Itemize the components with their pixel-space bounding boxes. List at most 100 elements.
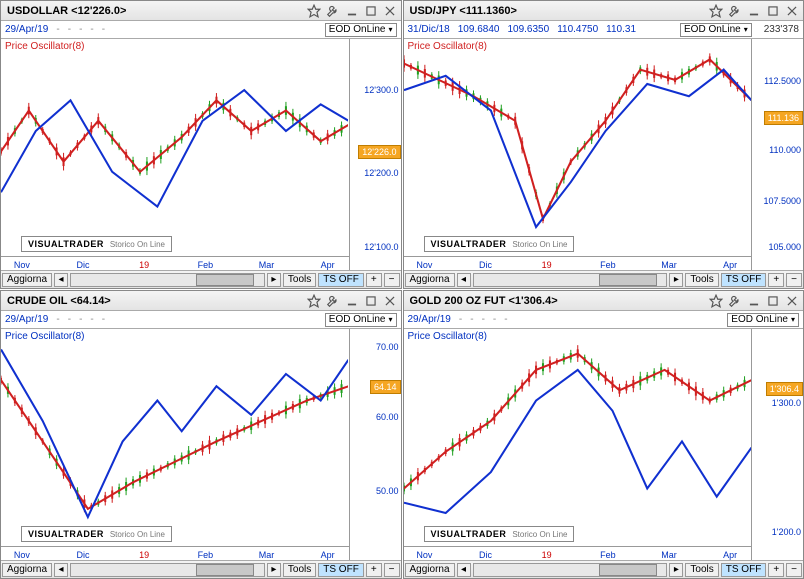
wrench-icon[interactable] <box>726 292 744 310</box>
scrollbar-track[interactable] <box>70 563 265 577</box>
maximize-icon[interactable] <box>362 2 380 20</box>
data-source-select[interactable]: EOD OnLine <box>325 23 397 37</box>
minimize-icon[interactable] <box>745 292 763 310</box>
scroll-right-button[interactable]: ▸ <box>267 273 281 287</box>
ts-toggle[interactable]: TS OFF <box>318 563 364 577</box>
data-source-select[interactable]: EOD OnLine <box>727 313 799 327</box>
minimize-icon[interactable] <box>745 2 763 20</box>
tools-button[interactable]: Tools <box>283 273 316 287</box>
titlebar: USD/JPY <111.1360> <box>404 1 804 21</box>
y-tick: 1'200.0 <box>772 527 801 537</box>
scroll-right-button[interactable]: ▸ <box>669 563 683 577</box>
chart-area[interactable]: Price Oscillator(8) 112.5000110.000107.5… <box>404 39 804 270</box>
watermark: VISUALTRADER Storico On Line <box>21 526 172 542</box>
maximize-icon[interactable] <box>764 292 782 310</box>
refresh-button[interactable]: Aggiorna <box>2 563 52 577</box>
y-tick: 107.5000 <box>763 196 801 206</box>
zoom-in-button[interactable]: + <box>366 563 382 577</box>
x-tick: Mar <box>259 260 275 270</box>
refresh-button[interactable]: Aggiorna <box>2 273 52 287</box>
tools-button[interactable]: Tools <box>685 563 718 577</box>
minimize-icon[interactable] <box>343 2 361 20</box>
refresh-button[interactable]: Aggiorna <box>405 563 455 577</box>
scrollbar-thumb[interactable] <box>599 564 657 576</box>
refresh-button[interactable]: Aggiorna <box>405 273 455 287</box>
info-value: - <box>470 314 473 325</box>
scrollbar-thumb[interactable] <box>599 274 657 286</box>
maximize-icon[interactable] <box>362 292 380 310</box>
x-tick: Feb <box>600 260 616 270</box>
watermark-note: Storico On Line <box>512 240 567 249</box>
wrench-icon[interactable] <box>324 292 342 310</box>
star-icon[interactable] <box>707 292 725 310</box>
y-tick: 110.000 <box>769 145 801 155</box>
scrollbar-track[interactable] <box>473 563 668 577</box>
zoom-out-button[interactable]: − <box>786 273 802 287</box>
y-tick: 1'300.0 <box>772 398 801 408</box>
zoom-out-button[interactable]: − <box>384 563 400 577</box>
close-icon[interactable] <box>381 2 399 20</box>
close-icon[interactable] <box>381 292 399 310</box>
scroll-right-button[interactable]: ▸ <box>669 273 683 287</box>
x-tick: Apr <box>723 260 737 270</box>
bottom-bar: Aggiorna ◂ ▸ Tools TS OFF + − <box>404 560 804 578</box>
ts-toggle[interactable]: TS OFF <box>721 563 767 577</box>
x-tick: 19 <box>139 260 149 270</box>
zoom-in-button[interactable]: + <box>768 563 784 577</box>
data-source-select[interactable]: EOD OnLine <box>325 313 397 327</box>
info-value: 109.6350 <box>507 24 549 35</box>
y-axis: 70.0060.0050.00 64.14 <box>349 329 401 560</box>
info-value: - <box>90 314 93 325</box>
panel-title: USDOLLAR <12'226.0> <box>3 5 304 17</box>
scrollbar-track[interactable] <box>473 273 668 287</box>
chart-panel: CRUDE OIL <64.14> 29/Apr/19 ----- EOD On… <box>0 290 402 579</box>
watermark: VISUALTRADER Storico On Line <box>424 526 575 542</box>
chart-area[interactable]: Price Oscillator(8) 70.0060.0050.00 64.1… <box>1 329 401 560</box>
scroll-left-button[interactable]: ◂ <box>457 563 471 577</box>
watermark-brand: VISUALTRADER <box>431 239 507 249</box>
panel-title: USD/JPY <111.1360> <box>406 5 707 17</box>
zoom-in-button[interactable]: + <box>768 273 784 287</box>
zoom-out-button[interactable]: − <box>384 273 400 287</box>
panel-title: GOLD 200 OZ FUT <1'306.4> <box>406 295 707 307</box>
wrench-icon[interactable] <box>324 2 342 20</box>
scroll-right-button[interactable]: ▸ <box>267 563 281 577</box>
scrollbar-thumb[interactable] <box>196 564 254 576</box>
y-axis: 12'300.012'200.012'100.0 12'226.0 <box>349 39 401 270</box>
chart-area[interactable]: Price Oscillator(8) 1'300.01'200.0 1'306… <box>404 329 804 560</box>
minimize-icon[interactable] <box>343 292 361 310</box>
wrench-icon[interactable] <box>726 2 744 20</box>
chart-area[interactable]: Price Oscillator(8) 12'300.012'200.012'1… <box>1 39 401 270</box>
star-icon[interactable] <box>305 2 323 20</box>
x-tick: Feb <box>198 260 214 270</box>
watermark: VISUALTRADER Storico On Line <box>21 236 172 252</box>
chart-plot <box>1 329 348 533</box>
info-value: - <box>68 24 71 35</box>
tools-button[interactable]: Tools <box>283 563 316 577</box>
star-icon[interactable] <box>305 292 323 310</box>
scrollbar-track[interactable] <box>70 273 265 287</box>
zoom-in-button[interactable]: + <box>366 273 382 287</box>
price-tag: 1'306.4 <box>766 382 803 396</box>
watermark: VISUALTRADER Storico On Line <box>424 236 575 252</box>
data-source-select[interactable]: EOD OnLine <box>680 23 752 37</box>
scrollbar-thumb[interactable] <box>196 274 254 286</box>
scroll-left-button[interactable]: ◂ <box>54 273 68 287</box>
watermark-note: Storico On Line <box>110 240 165 249</box>
info-row: 29/Apr/19 ----- EOD OnLine <box>1 311 401 329</box>
maximize-icon[interactable] <box>764 2 782 20</box>
y-tick: 60.00 <box>376 412 399 422</box>
scroll-left-button[interactable]: ◂ <box>457 273 471 287</box>
scroll-left-button[interactable]: ◂ <box>54 563 68 577</box>
ts-toggle[interactable]: TS OFF <box>318 273 364 287</box>
info-value: - <box>56 314 59 325</box>
close-icon[interactable] <box>783 2 801 20</box>
tools-button[interactable]: Tools <box>685 273 718 287</box>
info-value: - <box>102 314 105 325</box>
bottom-bar: Aggiorna ◂ ▸ Tools TS OFF + − <box>404 270 804 288</box>
zoom-out-button[interactable]: − <box>786 563 802 577</box>
info-date: 29/Apr/19 <box>5 314 48 325</box>
star-icon[interactable] <box>707 2 725 20</box>
ts-toggle[interactable]: TS OFF <box>721 273 767 287</box>
close-icon[interactable] <box>783 292 801 310</box>
